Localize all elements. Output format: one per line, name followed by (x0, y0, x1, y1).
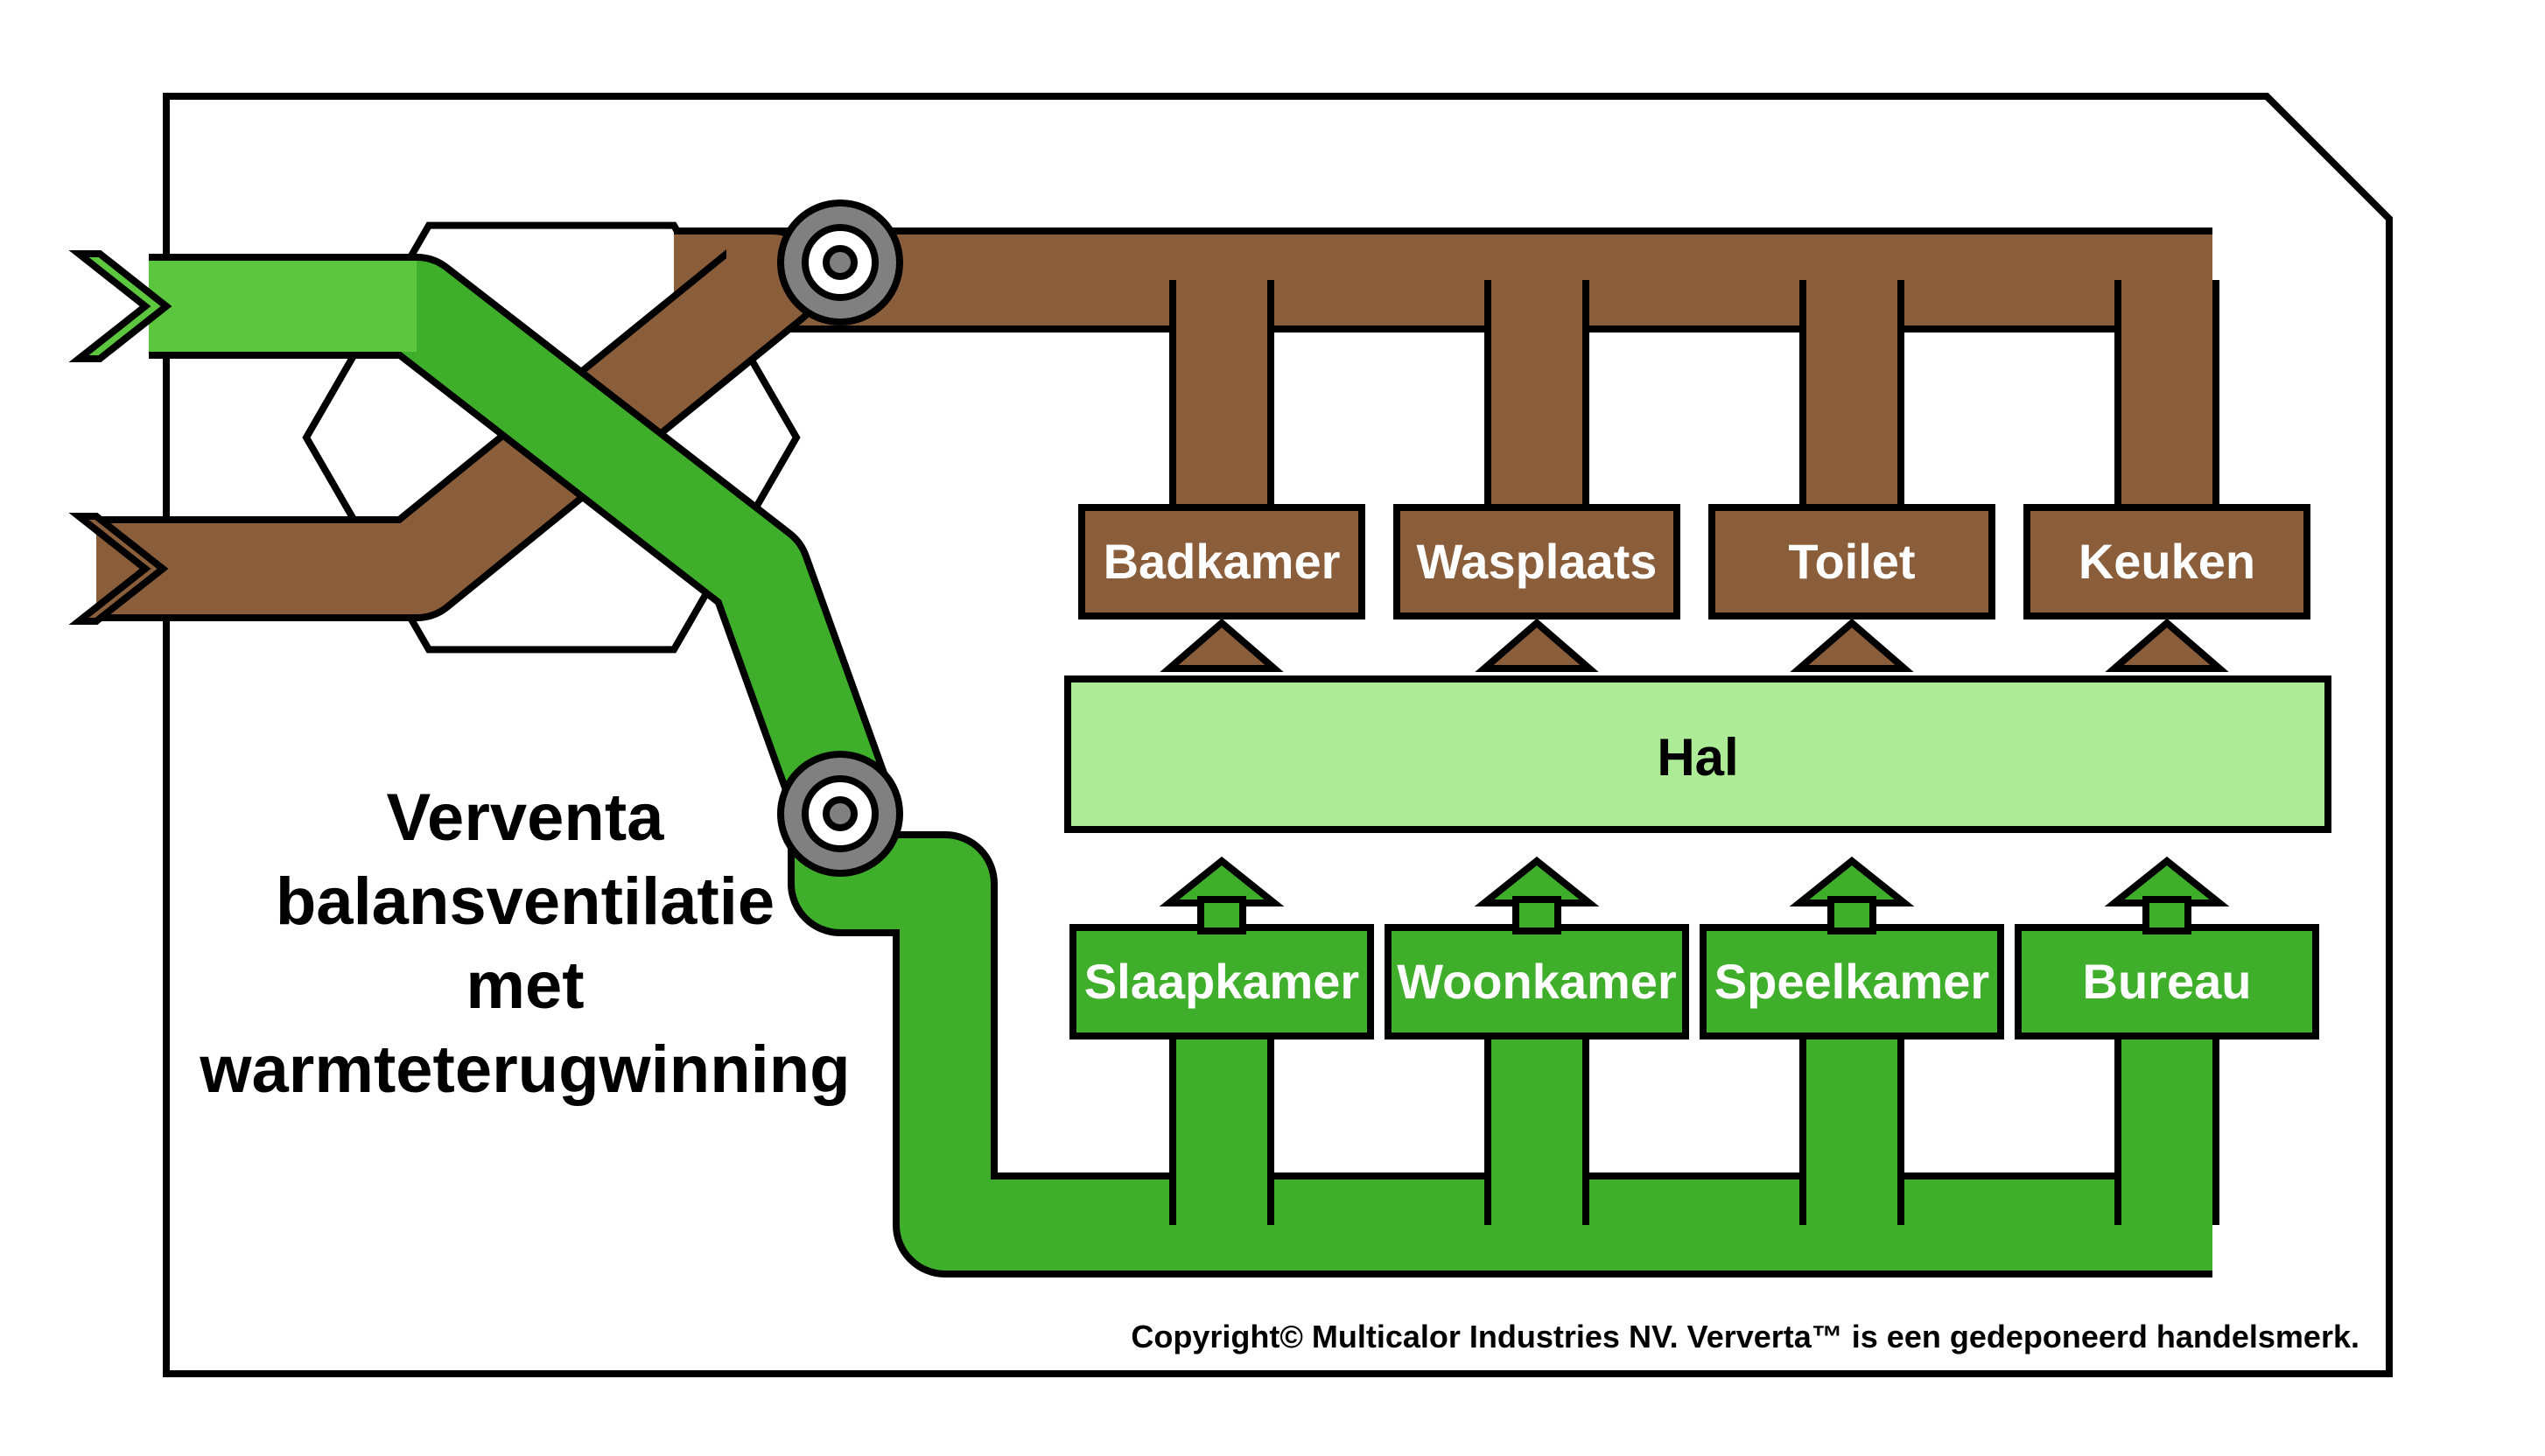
exhaust-room-arrow-2 (1799, 623, 1904, 668)
supply-room-label-2: Speelkamer (1714, 954, 1989, 1009)
title-line-2: met (466, 948, 584, 1023)
title-line-1: balansventilatie (276, 864, 775, 939)
supply-room-label-3: Bureau (2083, 954, 2252, 1009)
exhaust-room-label-1: Wasplaats (1417, 534, 1658, 589)
exhaust-room-arrow-3 (2114, 623, 2219, 668)
supply-room-label-1: Woonkamer (1397, 954, 1676, 1009)
exhaust-room-arrow-0 (1169, 623, 1274, 668)
exhaust-room-label-2: Toilet (1788, 534, 1915, 589)
copyright-text: Copyright© Multicalor Industries NV. Ver… (1131, 1319, 2359, 1354)
title-line-3: warmteterugwinning (199, 1032, 850, 1107)
exhaust-room-arrow-1 (1484, 623, 1589, 668)
supply-room-label-0: Slaapkamer (1084, 954, 1359, 1009)
title-line-0: Verventa (387, 780, 665, 855)
exhaust-room-label-3: Keuken (2079, 534, 2255, 589)
exhaust-room-label-0: Badkamer (1104, 534, 1341, 589)
hal-label: Hal (1657, 728, 1738, 787)
